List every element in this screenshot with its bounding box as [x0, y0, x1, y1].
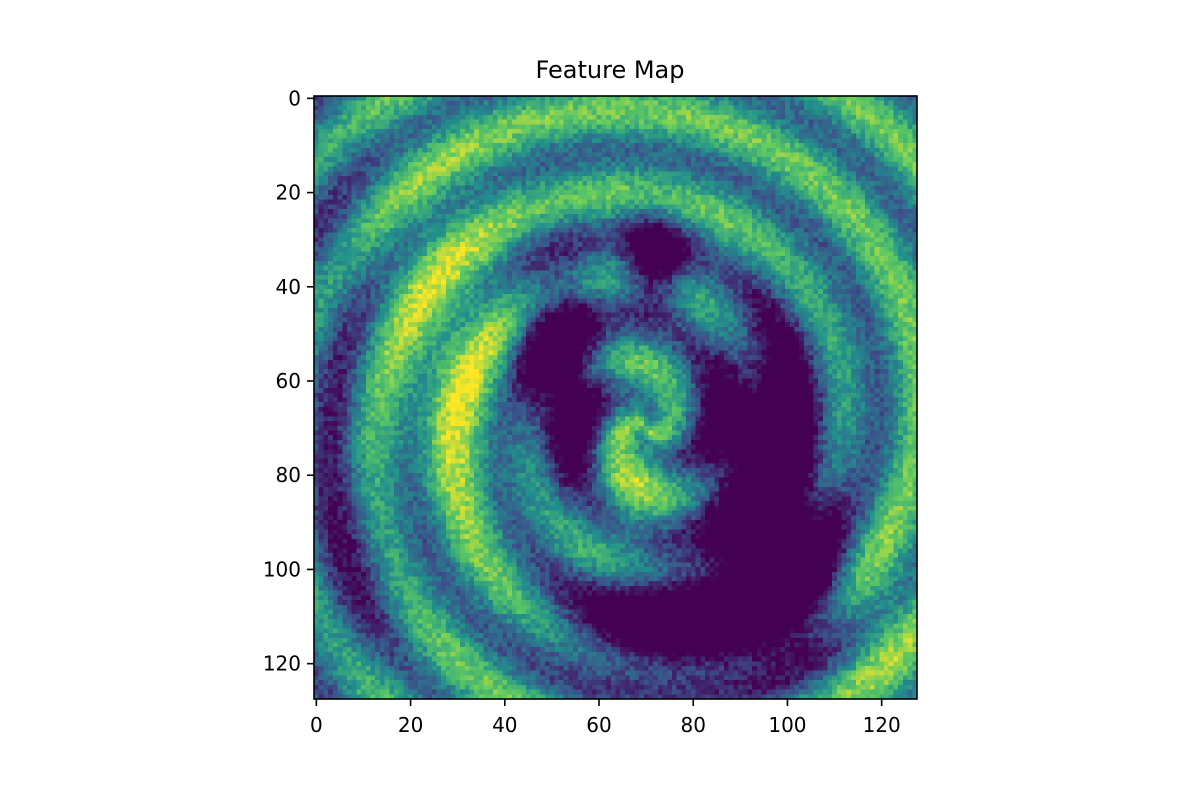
plot-frame — [313, 95, 918, 700]
y-tick-label: 0 — [288, 86, 301, 110]
x-tick-label: 120 — [863, 713, 901, 737]
x-tick-label: 80 — [681, 713, 706, 737]
y-axis: 0 20 40 60 80 100 120 — [263, 86, 314, 676]
y-tick-label: 60 — [276, 369, 301, 393]
y-tick-label: 80 — [276, 463, 301, 487]
plot-area — [313, 95, 918, 700]
x-axis: 0 20 40 60 80 100 120 — [310, 699, 901, 737]
y-tick-label: 20 — [276, 181, 301, 205]
x-tick-label: 20 — [398, 713, 423, 737]
y-tick-label: 40 — [276, 275, 301, 299]
x-tick-label: 60 — [586, 713, 611, 737]
x-tick-label: 0 — [310, 713, 323, 737]
heatmap-image — [314, 96, 917, 699]
y-tick-label: 100 — [263, 557, 301, 581]
x-tick-label: 100 — [768, 713, 806, 737]
x-tick-label: 40 — [492, 713, 517, 737]
chart-title: Feature Map — [536, 56, 685, 84]
y-tick-label: 120 — [263, 652, 301, 676]
